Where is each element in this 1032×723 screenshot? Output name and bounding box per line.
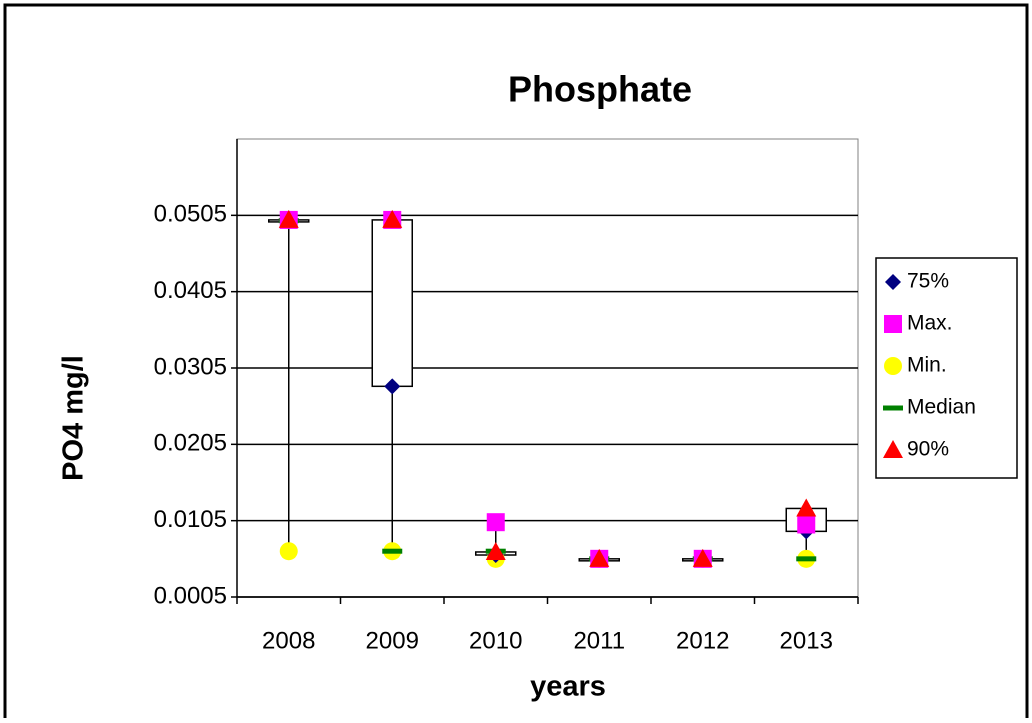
legend-label: Max.: [907, 312, 953, 335]
x-tick-label: 2011: [573, 627, 625, 654]
x-tick-label: 2009: [366, 627, 419, 654]
legend-symbol: [883, 440, 903, 458]
max-marker: [797, 515, 816, 534]
y-tick-label: 0.0505: [154, 201, 227, 228]
p90-marker: [692, 548, 713, 567]
p90-marker: [796, 498, 817, 517]
p90-marker: [589, 548, 610, 567]
legend-symbol: [884, 315, 902, 333]
legend-symbol: [885, 274, 901, 290]
x-tick-label: 2012: [676, 627, 729, 654]
legend-label: Median: [907, 396, 976, 419]
min-marker: [279, 542, 298, 561]
q75-marker: [384, 378, 401, 395]
y-tick-label: 0.0105: [154, 506, 227, 533]
x-tick-label: 2013: [780, 627, 833, 654]
y-tick-label: 0.0405: [154, 277, 227, 304]
p90-marker: [278, 209, 299, 228]
p90-marker: [382, 209, 403, 228]
y-tick-label: 0.0205: [154, 430, 227, 457]
box: [371, 219, 413, 388]
x-axis-label: years: [530, 671, 606, 703]
legend-label: Min.: [907, 354, 947, 377]
frame: [3, 3, 1029, 723]
legend-label: 90%: [907, 438, 949, 461]
median-marker: [796, 556, 817, 562]
legend-symbol: [884, 357, 902, 375]
y-axis-label: PO4 mg/l: [58, 355, 90, 481]
max-marker: [486, 513, 505, 532]
chart-title: Phosphate: [508, 69, 692, 110]
y-tick-label: 0.0005: [154, 582, 227, 609]
legend-label: 75%: [907, 270, 949, 293]
x-tick-label: 2008: [262, 627, 315, 654]
legend-symbol: [883, 405, 903, 411]
y-tick-label: 0.0305: [154, 353, 227, 380]
x-tick-label: 2010: [469, 627, 522, 654]
p90-marker: [485, 541, 506, 560]
median-marker: [382, 548, 403, 554]
